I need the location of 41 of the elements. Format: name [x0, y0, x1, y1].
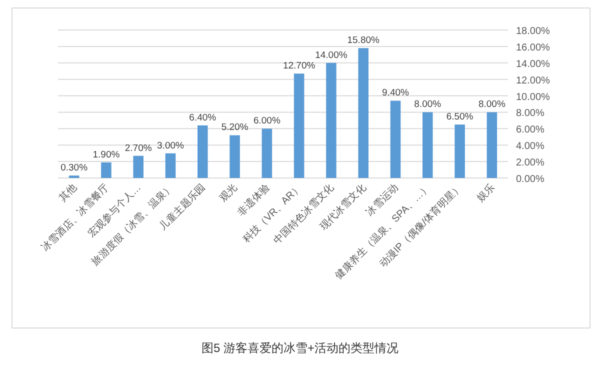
data-label: 14.00% [315, 50, 348, 61]
y-tick-label: 8.00% [516, 108, 544, 120]
data-label: 6.00% [253, 116, 281, 127]
bar [326, 62, 336, 178]
data-label: 2.70% [124, 142, 152, 154]
y-tick-label: 0.00% [516, 174, 544, 185]
data-label: 1.90% [92, 149, 120, 160]
y-tick-label: 16.00% [516, 42, 550, 54]
y-tick-label: 10.00% [516, 92, 550, 103]
data-label: 0.30% [60, 162, 88, 174]
y-tick-label: 4.00% [516, 141, 544, 152]
data-label: 6.50% [446, 112, 474, 123]
bar [262, 128, 272, 178]
y-tick-label: 6.00% [516, 124, 544, 136]
x-tick-label: 娱乐 [474, 182, 498, 204]
bar [101, 162, 112, 178]
bar [358, 48, 368, 178]
bar [165, 153, 176, 178]
data-label: 12.70% [282, 60, 316, 72]
bar [454, 124, 465, 178]
y-tick-label: 14.00% [516, 58, 550, 70]
y-tick-label: 18.00% [516, 26, 550, 37]
y-tick-label: 2.00% [516, 158, 544, 169]
x-tick-label: 观光 [217, 182, 240, 204]
bar [422, 112, 433, 178]
x-tick-label: 其他 [56, 182, 80, 204]
data-label: 6.40% [189, 112, 217, 124]
bar [294, 74, 304, 178]
data-label: 15.80% [347, 35, 380, 46]
data-label: 5.20% [221, 122, 249, 134]
y-tick-label: 12.00% [516, 75, 550, 86]
bar [230, 135, 240, 178]
bar [390, 100, 401, 178]
data-label: 9.40% [382, 88, 410, 99]
data-label: 8.00% [478, 99, 506, 110]
caption: 图5 游客喜爱的冰雪+活动的类型情况 [201, 341, 399, 355]
data-label: 3.00% [157, 140, 185, 152]
bar [198, 125, 208, 178]
data-label: 8.00% [414, 99, 442, 110]
bar [133, 156, 144, 178]
bar [486, 112, 498, 178]
